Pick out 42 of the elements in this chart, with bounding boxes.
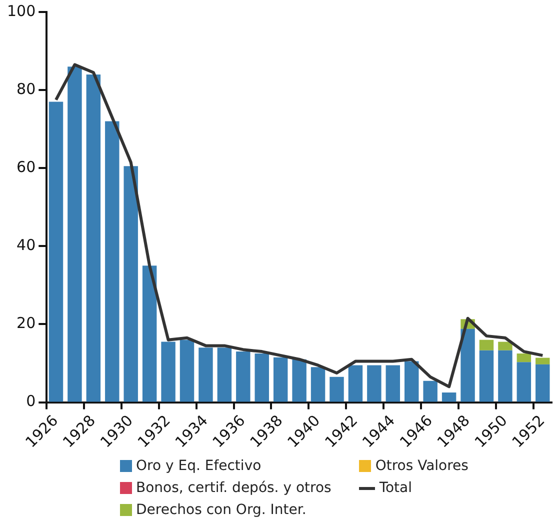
y-tick-label: 80 (16, 80, 36, 98)
bar (498, 350, 512, 402)
bar (68, 66, 82, 402)
bar (198, 348, 213, 402)
legend-label: Total (379, 480, 412, 496)
bar (423, 380, 438, 402)
bar (348, 365, 363, 402)
bar (442, 392, 456, 402)
bar (516, 353, 532, 362)
bar (516, 362, 532, 402)
y-tick-label: 0 (26, 392, 36, 410)
bar (86, 74, 101, 402)
bar (404, 361, 419, 402)
bar (479, 350, 494, 402)
y-tick-label: 40 (16, 236, 36, 254)
bar (310, 367, 326, 402)
legend-label: Bonos, certif. depós. y otros (136, 480, 332, 496)
y-tick-label: 20 (16, 314, 36, 332)
legend-label: Otros Valores (375, 458, 468, 474)
y-tick-label: 60 (16, 158, 36, 176)
y-tick-label: 100 (6, 2, 36, 20)
bar (254, 353, 269, 402)
bar (536, 364, 550, 402)
bar (48, 102, 64, 402)
legend-label: Oro y Eq. Efectivo (136, 458, 262, 474)
bar (161, 342, 176, 402)
bar (460, 328, 475, 402)
legend-label: Derechos con Org. Inter. (136, 502, 306, 518)
bar (498, 342, 512, 350)
bar (124, 166, 138, 402)
bar (330, 376, 344, 402)
bar (105, 121, 120, 402)
bar (479, 340, 494, 350)
bar (180, 340, 194, 402)
bar (142, 266, 157, 402)
bar (217, 348, 232, 402)
bar (273, 357, 288, 402)
bar (292, 359, 306, 402)
bar (536, 358, 550, 364)
bar (386, 365, 400, 402)
bar (236, 352, 250, 402)
bar (367, 365, 382, 402)
